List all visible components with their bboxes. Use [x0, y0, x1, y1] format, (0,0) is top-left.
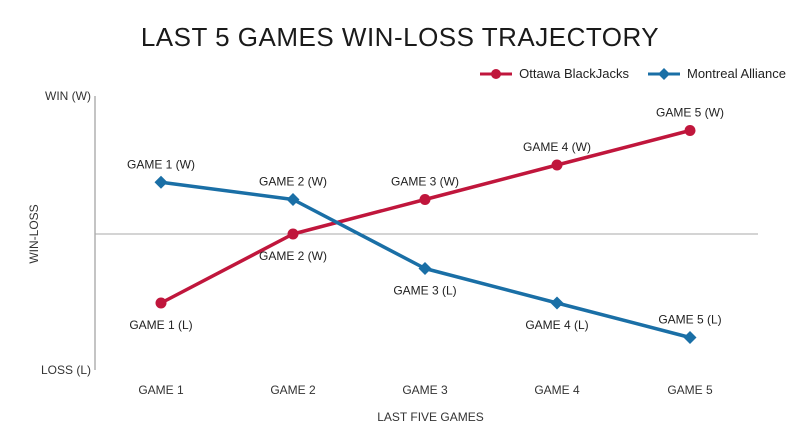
data-label: GAME 5 (L): [658, 313, 721, 327]
data-label: GAME 5 (W): [656, 106, 724, 120]
data-point-diamond: [550, 296, 564, 310]
data-point-diamond: [154, 175, 168, 189]
legend-marker-circle-icon: [480, 68, 513, 79]
y-axis-title: WIN-LOSS: [27, 204, 41, 263]
x-tick-label: GAME 2: [270, 383, 316, 397]
data-point-circle: [684, 125, 696, 136]
legend-label-ottawa: Ottawa BlackJacks: [519, 66, 629, 81]
data-label: GAME 1 (L): [129, 318, 192, 332]
x-axis-title: LAST FIVE GAMES: [377, 410, 483, 424]
chart-title: LAST 5 GAMES WIN-LOSS TRAJECTORY: [140, 22, 660, 52]
data-point-circle: [551, 159, 563, 171]
y-tick-label-win: WIN (W): [45, 89, 91, 103]
data-point-circle: [287, 228, 299, 240]
legend-marker-diamond-icon: [648, 67, 680, 80]
data-label: GAME 1 (W): [127, 157, 195, 171]
data-label: GAME 2 (W): [259, 249, 327, 263]
legend-label-montreal: Montreal Alliance: [687, 66, 786, 81]
data-label: GAME 3 (L): [393, 284, 456, 298]
data-point-circle: [155, 297, 167, 309]
data-point-diamond: [683, 331, 697, 344]
legend-item-montreal[interactable]: Montreal Alliance: [647, 66, 786, 81]
data-point-diamond: [418, 262, 432, 275]
data-label: GAME 3 (W): [391, 175, 459, 189]
x-tick-label: GAME 1: [138, 383, 184, 397]
legend: Ottawa BlackJacks Montreal Alliance: [479, 66, 786, 81]
x-tick-label: GAME 3: [402, 383, 448, 397]
data-label: GAME 4 (W): [523, 140, 591, 154]
data-label: GAME 2 (W): [259, 175, 327, 189]
data-point-circle: [419, 194, 431, 205]
data-point-diamond: [286, 193, 300, 206]
x-tick-label: GAME 5: [667, 383, 713, 397]
legend-item-ottawa[interactable]: Ottawa BlackJacks: [479, 66, 629, 81]
y-tick-label-loss: LOSS (L): [41, 363, 91, 377]
data-label: GAME 4 (L): [525, 318, 588, 332]
x-tick-label: GAME 4: [534, 383, 580, 397]
series-line-0: [160, 128, 691, 305]
